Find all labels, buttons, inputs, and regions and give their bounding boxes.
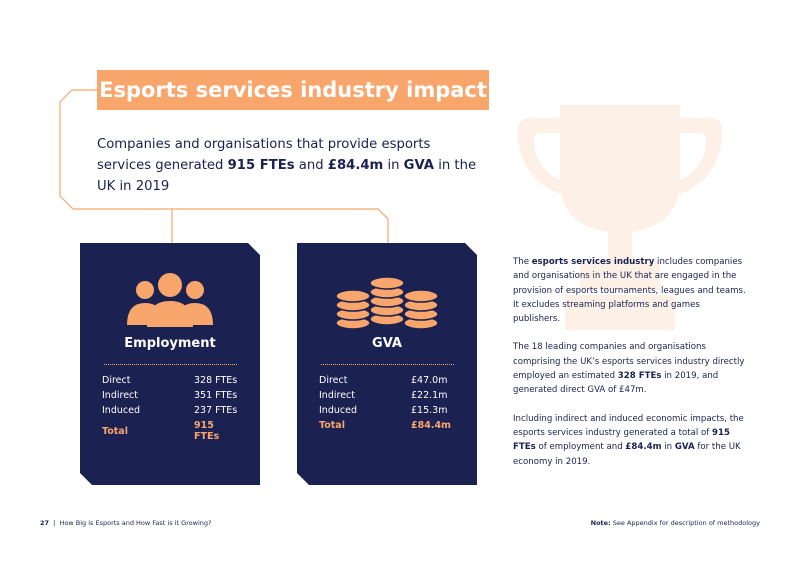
bold-run: £84.4m	[625, 442, 662, 453]
row: Indirect 351 FTEs	[102, 388, 242, 403]
bold-run: esports services industry	[531, 257, 655, 267]
page-number: 27	[40, 519, 50, 527]
value: 328 FTEs	[194, 375, 238, 386]
card-title: GVA	[372, 336, 402, 351]
text-run: Companies and organisations that provide…	[97, 137, 431, 173]
paragraph: The 18 leading companies and organisatio…	[513, 340, 748, 397]
footer-note: Note: See Appendix for description of me…	[591, 519, 760, 527]
value: 237 FTEs	[194, 405, 238, 416]
card-title: Employment	[124, 336, 216, 351]
note: See Appendix for description of methodol…	[612, 519, 760, 527]
label: Induced	[102, 405, 140, 416]
text-run: for the UK economy in 2019.	[513, 442, 741, 467]
bold-run: GVA	[674, 442, 695, 453]
card: GVA Direct £47.0m Indirect £22.1m Induced £15…	[297, 243, 477, 485]
text-run: and	[294, 158, 328, 173]
label: Total	[319, 420, 345, 431]
label: Indirect	[102, 390, 138, 401]
label: Induced	[319, 405, 357, 416]
body-text: The esports services industry includes c…	[513, 255, 748, 483]
bold-run: GVA	[403, 158, 435, 173]
text-run: in the UK in 2019	[97, 158, 477, 194]
text-run: The	[513, 257, 532, 267]
text-run: includes companies and organisations in …	[513, 257, 746, 325]
row: Direct £47.0m	[319, 373, 459, 388]
value: £15.3m	[411, 405, 448, 416]
value: £84.4m	[411, 420, 451, 431]
bold-run: 915 FTEs	[227, 158, 295, 173]
text-run: of employment and	[535, 442, 626, 453]
row: Direct 328 FTEs	[102, 373, 242, 388]
text-run: in	[661, 442, 675, 453]
card-table: Direct £47.0m Indirect £22.1m Induced £15.3m T…	[319, 373, 459, 433]
card-table: Direct 328 FTEs Indirect 351 FTEs Induced 237…	[102, 373, 242, 444]
label: Direct	[102, 375, 131, 386]
value: £47.0m	[411, 375, 448, 386]
total: Total 915 FTEs	[102, 418, 242, 444]
paragraph: The esports services industry includes c…	[513, 255, 748, 326]
value: £22.1m	[411, 390, 448, 401]
bold-run: 328 FTEs	[617, 371, 662, 382]
text-run: in 2019, and generated direct GVA of £47…	[513, 371, 719, 396]
intro: Companies and organisations that provide…	[97, 134, 487, 197]
label: Total	[102, 425, 128, 437]
paragraph: Including indirect and induced economic …	[513, 412, 748, 469]
text-run: The 18 leading companies and organisatio…	[513, 342, 745, 382]
card: Employment Direct 328 FTEs Indirect 351 FTE…	[80, 243, 260, 485]
row: Indirect £22.1m	[319, 388, 459, 403]
bold-run: £84.4m	[327, 158, 384, 173]
footer-left: 27 | How Big is Esports and How Fast is …	[40, 519, 212, 527]
people-icon	[127, 273, 213, 327]
text-run: Including indirect and induced economic …	[513, 413, 744, 438]
bold-run: 915 FTEs	[513, 427, 730, 453]
total: Total £84.4m	[319, 418, 459, 433]
row: Induced £15.3m	[319, 403, 459, 418]
label: Indirect	[319, 390, 355, 401]
text-run: in	[383, 158, 404, 173]
title: Esports services industry impact	[97, 70, 489, 110]
trophy-background	[517, 105, 723, 330]
value: 351 FTEs	[194, 390, 238, 401]
row: Induced 237 FTEs	[102, 403, 242, 418]
coins-icon	[335, 276, 439, 330]
label: Direct	[319, 375, 348, 386]
doc-title: How Big is Esports and How Fast is it Gr…	[59, 519, 212, 527]
note-label: Note:	[590, 519, 611, 527]
value: 915 FTEs	[194, 420, 220, 442]
